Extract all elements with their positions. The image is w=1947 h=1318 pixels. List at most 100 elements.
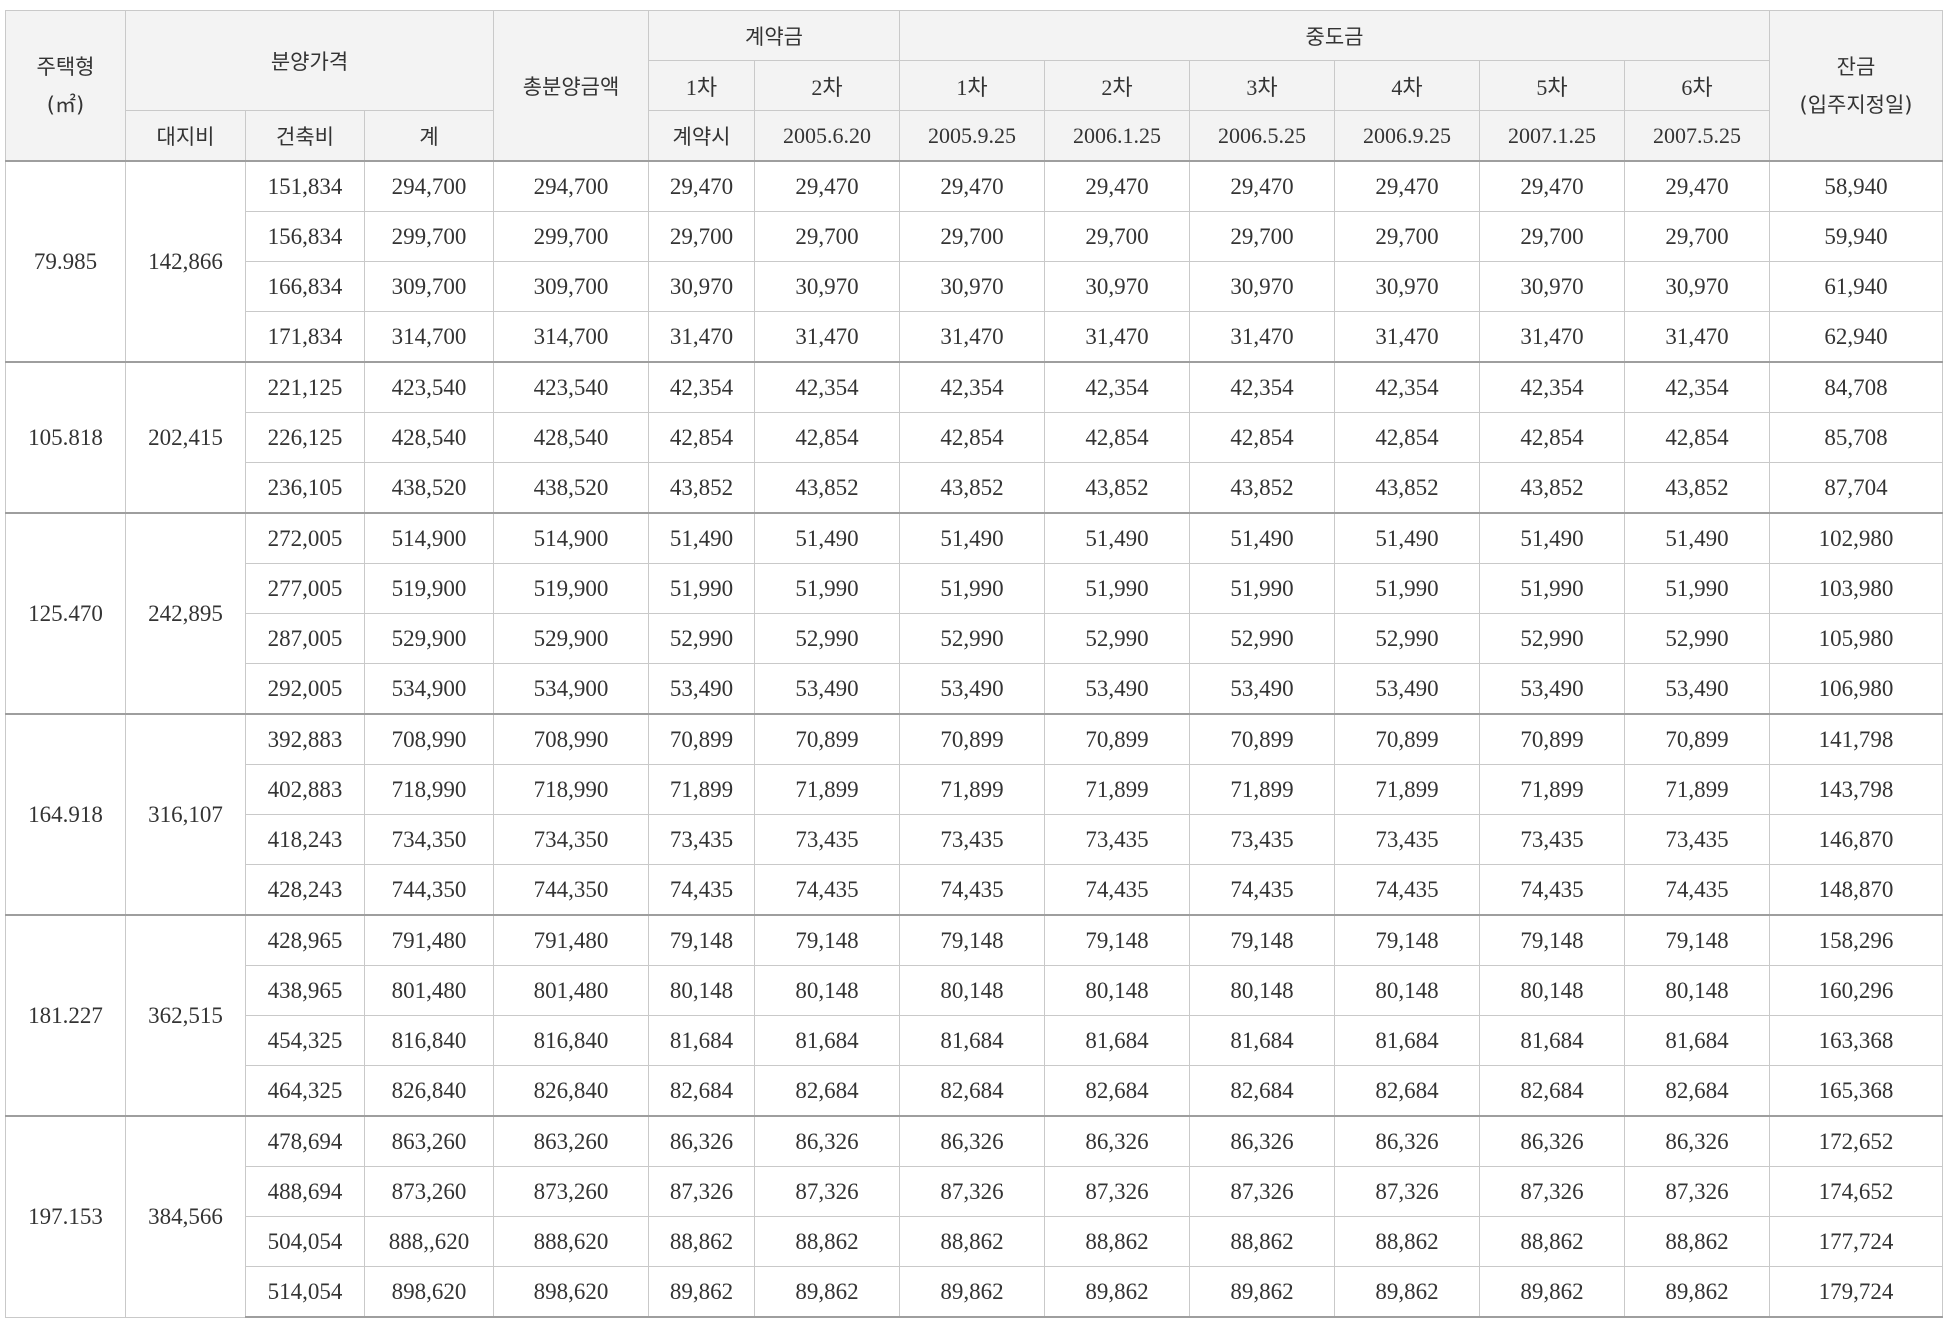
cell-deposit-2: 52,990 bbox=[754, 613, 900, 664]
cell-build-cost: 464,325 bbox=[245, 1065, 365, 1117]
cell-interim-4: 51,490 bbox=[1334, 512, 1480, 564]
cell-interim-5: 82,684 bbox=[1479, 1065, 1625, 1117]
cell-interim-6: 80,148 bbox=[1624, 965, 1770, 1016]
cell-interim-2: 88,862 bbox=[1044, 1216, 1190, 1267]
cell-house-type: 197.153 bbox=[5, 1115, 126, 1318]
cell-interim-3: 80,148 bbox=[1189, 965, 1335, 1016]
cell-interim-3: 42,854 bbox=[1189, 412, 1335, 463]
cell-build-cost: 504,054 bbox=[245, 1216, 365, 1267]
cell-interim-2: 81,684 bbox=[1044, 1015, 1190, 1066]
cell-total-sale: 309,700 bbox=[493, 261, 649, 312]
cell-interim-4: 82,684 bbox=[1334, 1065, 1480, 1117]
cell-deposit-1: 29,700 bbox=[648, 211, 755, 262]
cell-interim-5: 30,970 bbox=[1479, 261, 1625, 312]
cell-build-cost: 156,834 bbox=[245, 211, 365, 262]
header-interim-1-date: 2005.9.25 bbox=[899, 110, 1045, 162]
cell-interim-4: 88,862 bbox=[1334, 1216, 1480, 1267]
cell-deposit-1: 87,326 bbox=[648, 1166, 755, 1217]
cell-interim-5: 31,470 bbox=[1479, 311, 1625, 363]
cell-interim-5: 52,990 bbox=[1479, 613, 1625, 664]
cell-total-sale: 438,520 bbox=[493, 462, 649, 514]
cell-interim-1: 51,490 bbox=[899, 512, 1045, 564]
cell-interim-2: 29,470 bbox=[1044, 160, 1190, 212]
cell-interim-1: 42,354 bbox=[899, 361, 1045, 413]
cell-interim-4: 73,435 bbox=[1334, 814, 1480, 865]
sale-price-table: 주택형 (㎡) 분양가격 총분양금액 계약금 중도금 잔금 (입주지정일) 1차… bbox=[5, 10, 1943, 1318]
cell-interim-6: 52,990 bbox=[1624, 613, 1770, 664]
table-row: 166,834 309,700 309,700 30,970 30,970 30,970 3… bbox=[6, 261, 1943, 312]
cell-interim-4: 42,854 bbox=[1334, 412, 1480, 463]
cell-interim-5: 42,354 bbox=[1479, 361, 1625, 413]
cell-house-type: 105.818 bbox=[5, 361, 126, 514]
cell-balance: 59,940 bbox=[1769, 211, 1943, 262]
header-build-cost: 건축비 bbox=[245, 110, 365, 162]
cell-interim-5: 88,862 bbox=[1479, 1216, 1625, 1267]
cell-build-cost: 166,834 bbox=[245, 261, 365, 312]
cell-interim-6: 82,684 bbox=[1624, 1065, 1770, 1117]
cell-interim-6: 29,700 bbox=[1624, 211, 1770, 262]
cell-balance: 177,724 bbox=[1769, 1216, 1943, 1267]
table-row: 105.818 202,415 221,125 423,540 423,540 42,35… bbox=[5, 361, 1943, 514]
cell-balance: 158,296 bbox=[1769, 914, 1943, 966]
cell-balance: 85,708 bbox=[1769, 412, 1943, 463]
cell-subtotal: 309,700 bbox=[364, 261, 494, 312]
cell-build-cost: 428,243 bbox=[245, 864, 365, 916]
header-deposit-1-date: 계약시 bbox=[648, 110, 755, 162]
header-land-cost: 대지비 bbox=[125, 110, 246, 162]
table-row: 292,005 534,900 534,900 53,490 53,490 53,490 5… bbox=[6, 663, 1943, 715]
header-interim-5-date: 2007.1.25 bbox=[1479, 110, 1625, 162]
cell-land-cost: 316,107 bbox=[125, 713, 246, 916]
cell-interim-5: 79,148 bbox=[1479, 914, 1625, 966]
cell-total-sale: 873,260 bbox=[493, 1166, 649, 1217]
cell-deposit-1: 74,435 bbox=[648, 864, 755, 916]
cell-interim-6: 88,862 bbox=[1624, 1216, 1770, 1267]
cell-interim-1: 87,326 bbox=[899, 1166, 1045, 1217]
cell-interim-3: 89,862 bbox=[1189, 1266, 1335, 1318]
cell-balance: 61,940 bbox=[1769, 261, 1943, 312]
cell-interim-5: 89,862 bbox=[1479, 1266, 1625, 1318]
cell-interim-4: 31,470 bbox=[1334, 311, 1480, 363]
cell-interim-6: 29,470 bbox=[1624, 160, 1770, 212]
cell-deposit-2: 87,326 bbox=[754, 1166, 900, 1217]
table-row: 156,834 299,700 299,700 29,700 29,700 29,700 2… bbox=[6, 211, 1943, 262]
cell-build-cost: 478,694 bbox=[245, 1115, 365, 1167]
cell-subtotal: 519,900 bbox=[364, 563, 494, 614]
cell-interim-3: 74,435 bbox=[1189, 864, 1335, 916]
cell-interim-6: 51,990 bbox=[1624, 563, 1770, 614]
cell-subtotal: 734,350 bbox=[364, 814, 494, 865]
cell-balance: 87,704 bbox=[1769, 462, 1943, 514]
cell-interim-4: 80,148 bbox=[1334, 965, 1480, 1016]
header-house-type: 주택형 (㎡) bbox=[5, 10, 126, 162]
cell-interim-6: 42,354 bbox=[1624, 361, 1770, 413]
cell-interim-5: 42,854 bbox=[1479, 412, 1625, 463]
cell-total-sale: 816,840 bbox=[493, 1015, 649, 1066]
cell-build-cost: 514,054 bbox=[245, 1266, 365, 1318]
cell-house-type: 164.918 bbox=[5, 713, 126, 916]
cell-interim-2: 52,990 bbox=[1044, 613, 1190, 664]
cell-deposit-1: 42,354 bbox=[648, 361, 755, 413]
cell-interim-6: 43,852 bbox=[1624, 462, 1770, 514]
cell-land-cost: 384,566 bbox=[125, 1115, 246, 1318]
header-interim-4: 4차 bbox=[1334, 60, 1480, 111]
table-body: 79.985 142,866 151,834 294,700 294,700 29,470… bbox=[5, 160, 1943, 1318]
cell-interim-5: 53,490 bbox=[1479, 663, 1625, 715]
cell-land-cost: 202,415 bbox=[125, 361, 246, 514]
cell-interim-6: 81,684 bbox=[1624, 1015, 1770, 1066]
cell-interim-1: 86,326 bbox=[899, 1115, 1045, 1167]
cell-interim-5: 29,470 bbox=[1479, 160, 1625, 212]
cell-balance: 106,980 bbox=[1769, 663, 1943, 715]
cell-build-cost: 277,005 bbox=[245, 563, 365, 614]
table-row: 277,005 519,900 519,900 51,990 51,990 51,990 5… bbox=[6, 563, 1943, 614]
cell-interim-3: 70,899 bbox=[1189, 713, 1335, 765]
cell-subtotal: 514,900 bbox=[364, 512, 494, 564]
cell-total-sale: 801,480 bbox=[493, 965, 649, 1016]
cell-balance: 179,724 bbox=[1769, 1266, 1943, 1318]
cell-interim-1: 70,899 bbox=[899, 713, 1045, 765]
cell-interim-6: 86,326 bbox=[1624, 1115, 1770, 1167]
cell-subtotal: 791,480 bbox=[364, 914, 494, 966]
cell-balance: 148,870 bbox=[1769, 864, 1943, 916]
cell-subtotal: 438,520 bbox=[364, 462, 494, 514]
cell-interim-3: 31,470 bbox=[1189, 311, 1335, 363]
header-total-sale: 총분양금액 bbox=[493, 10, 649, 162]
